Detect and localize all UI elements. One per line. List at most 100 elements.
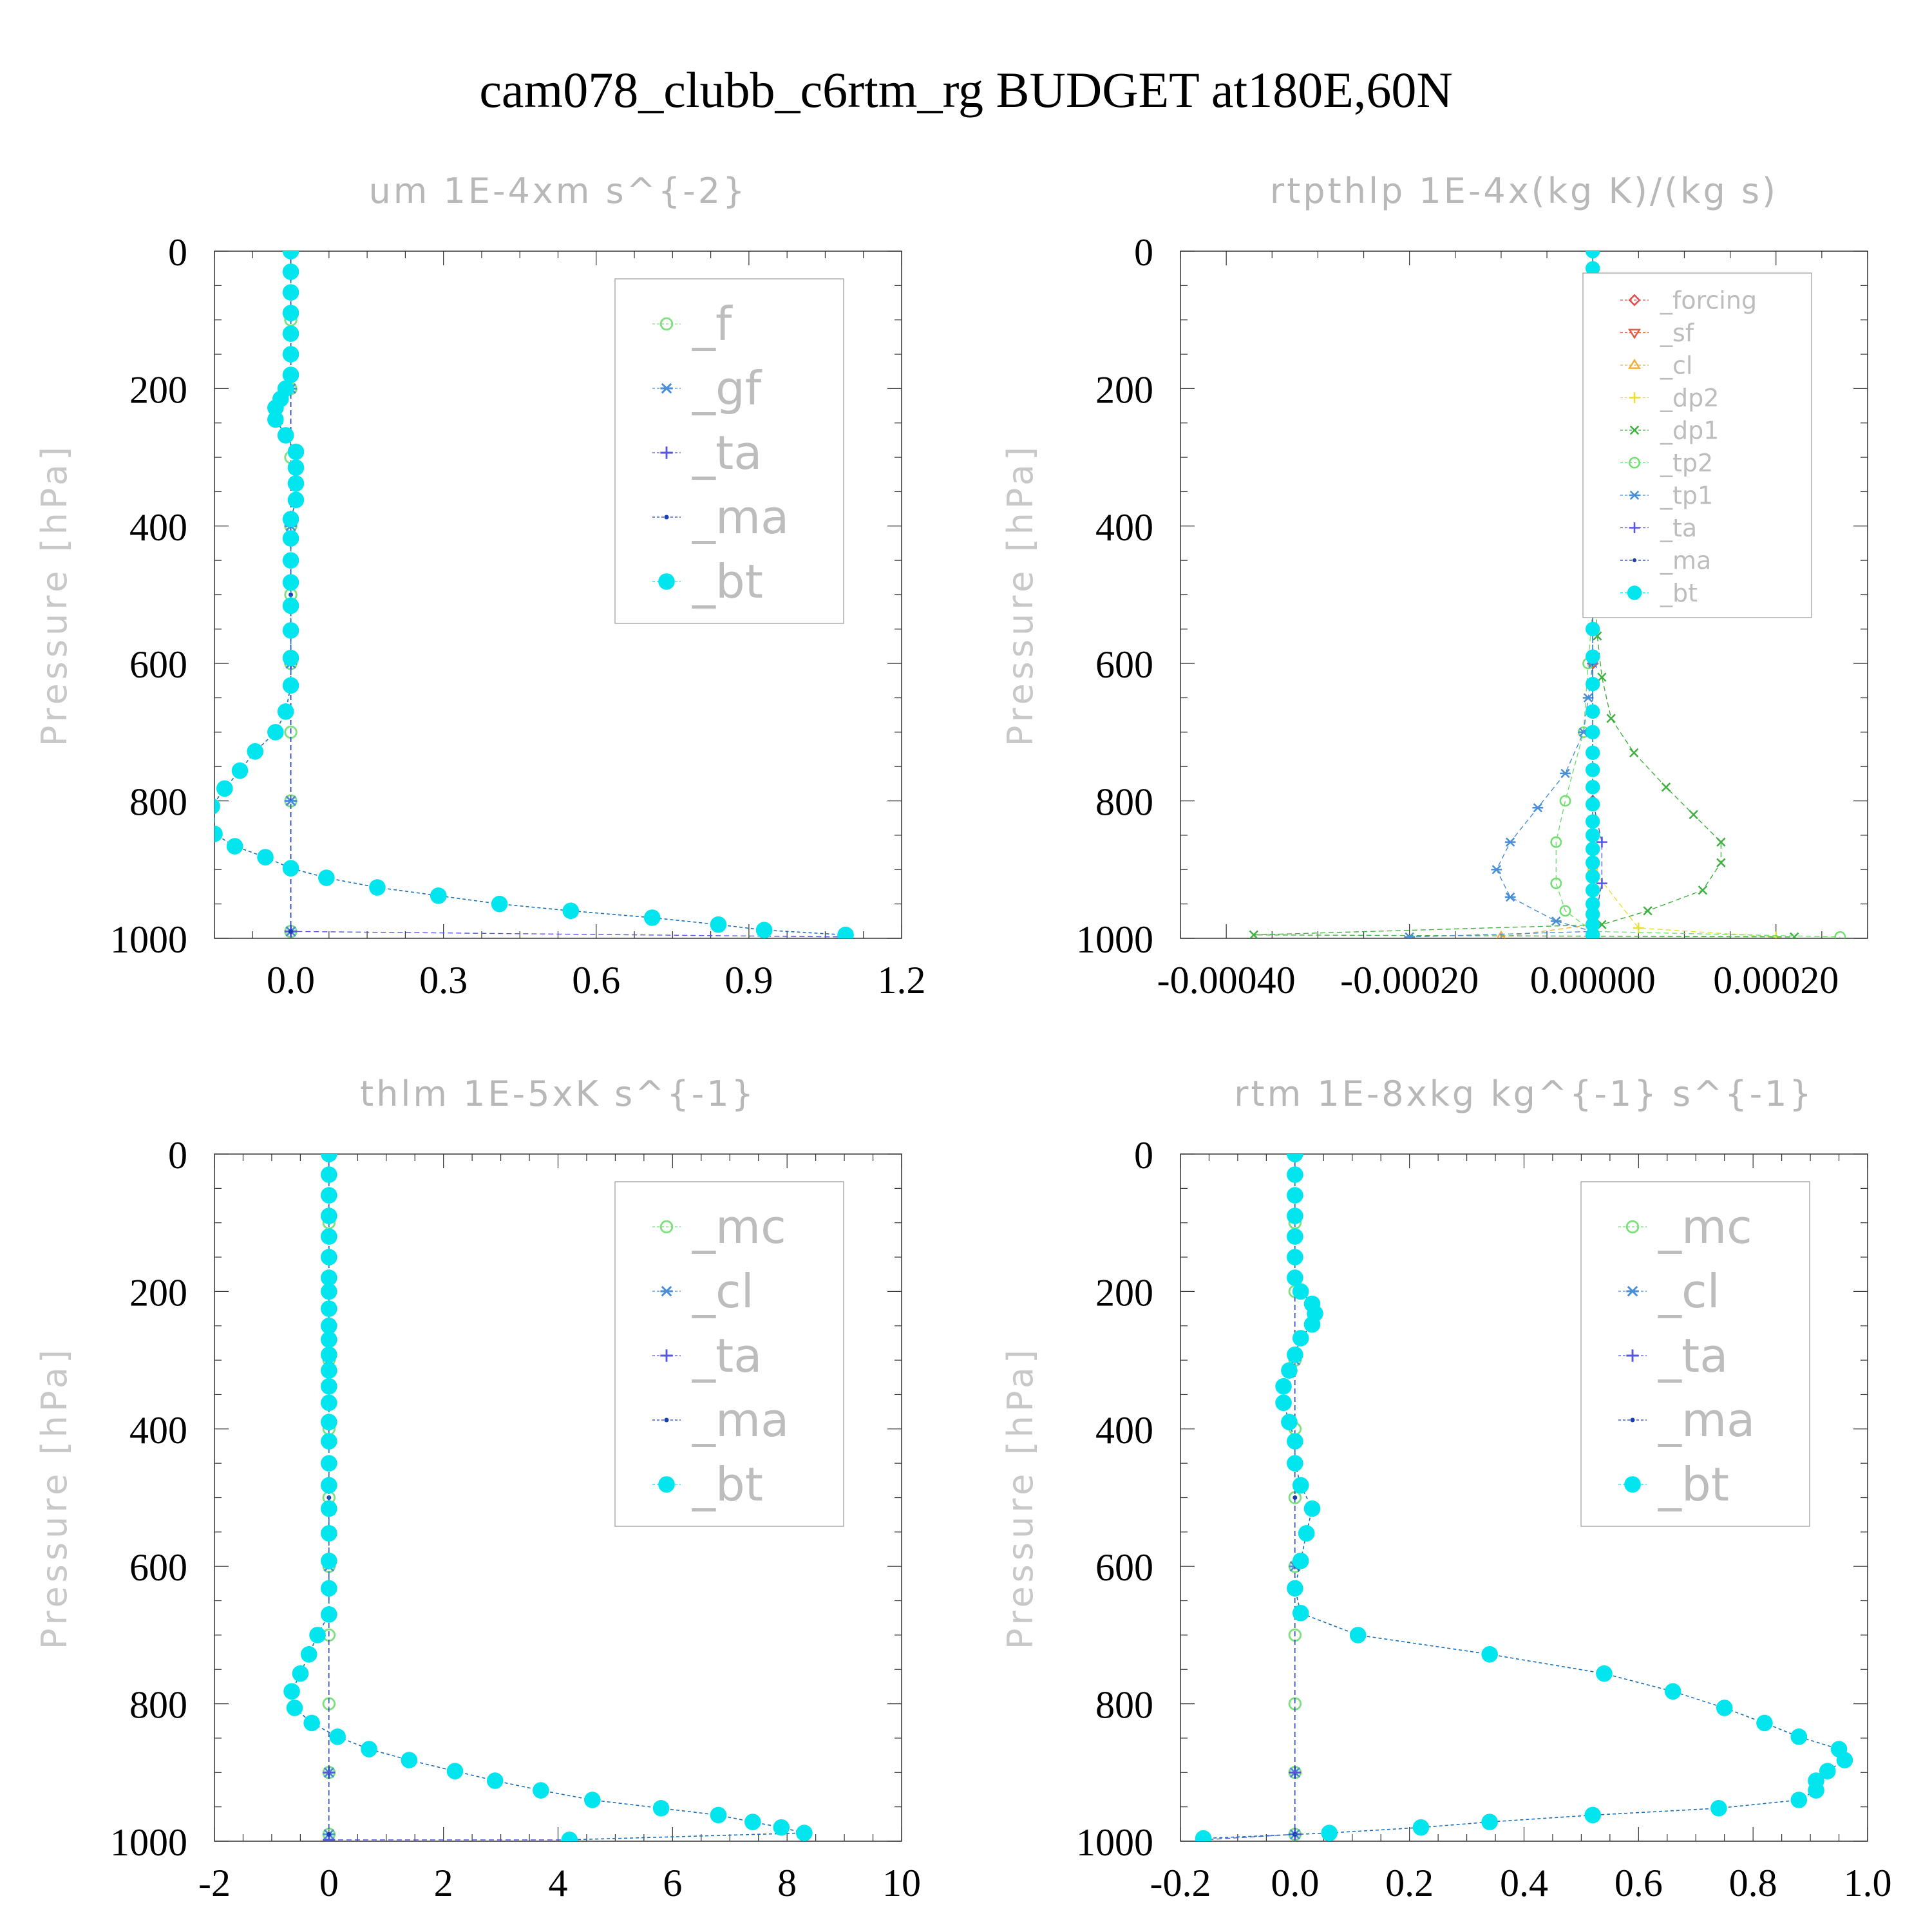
data-point xyxy=(710,916,727,933)
data-point xyxy=(1808,1782,1824,1799)
data-point xyxy=(282,366,299,383)
x-tick-label: 0.4 xyxy=(1500,1862,1548,1904)
data-point xyxy=(277,703,294,720)
data-point xyxy=(321,1346,337,1363)
y-tick-label: 600 xyxy=(1095,1546,1153,1589)
y-axis-label: Pressure [hPa] xyxy=(34,1346,75,1649)
data-point xyxy=(561,1832,578,1841)
y-tick-label: 0 xyxy=(168,1134,187,1177)
legend-marker xyxy=(660,1349,673,1362)
y-tick-label: 400 xyxy=(129,506,187,549)
data-point xyxy=(1836,1752,1853,1768)
data-point xyxy=(1629,748,1639,758)
y-tick-label: 1000 xyxy=(1076,1821,1153,1864)
chart-title: thlm 1E-5xK s^{-1} xyxy=(360,1074,756,1114)
chart-title: rtm 1E-8xkg kg^{-1} s^{-1} xyxy=(1234,1074,1814,1114)
data-point xyxy=(321,1414,337,1430)
x-tick-label: 8 xyxy=(777,1862,797,1904)
data-point xyxy=(755,922,773,938)
data-point xyxy=(1789,932,1799,938)
data-point xyxy=(1633,922,1644,934)
y-tick-label: 0 xyxy=(1134,231,1153,274)
data-point xyxy=(1292,1552,1309,1569)
data-point xyxy=(643,909,661,926)
data-point xyxy=(1586,251,1600,259)
data-point xyxy=(1586,917,1600,932)
data-point xyxy=(1195,1830,1212,1841)
y-axis-label: Pressure [hPa] xyxy=(1000,1346,1041,1649)
data-point xyxy=(321,1552,337,1569)
legend-label: _f xyxy=(692,297,733,351)
data-point xyxy=(491,895,508,913)
x-tick-label: 0.0 xyxy=(267,959,315,1001)
series-line xyxy=(1592,251,1603,932)
data-point xyxy=(1834,931,1846,938)
data-point xyxy=(1698,886,1708,895)
data-point xyxy=(1710,1799,1727,1817)
x-tick-label: 1.2 xyxy=(878,959,926,1001)
data-point xyxy=(321,1500,337,1517)
y-tick-label: 1000 xyxy=(1076,918,1153,961)
x-tick-label: 0.00000 xyxy=(1530,959,1656,1001)
y-tick-label: 400 xyxy=(129,1409,187,1452)
legend-label: _cl xyxy=(1658,1264,1720,1318)
legend-marker xyxy=(664,515,669,520)
data-point xyxy=(1790,1792,1808,1808)
legend-label: _ma xyxy=(692,490,789,544)
legend-marker xyxy=(1628,358,1641,369)
data-point xyxy=(1586,814,1600,829)
y-ticks xyxy=(1180,1153,1868,1842)
data-point xyxy=(1790,1728,1808,1745)
legend-marker xyxy=(1626,1285,1639,1297)
data-point xyxy=(292,1665,309,1682)
data-point xyxy=(1586,677,1600,692)
data-point xyxy=(1287,1228,1303,1245)
x-tick-label: 1.0 xyxy=(1844,1862,1892,1904)
data-point xyxy=(1586,780,1600,795)
data-point xyxy=(1586,907,1600,922)
data-point xyxy=(1287,1208,1303,1224)
legend-marker xyxy=(1625,1220,1640,1234)
data-point xyxy=(652,1799,670,1817)
data-point xyxy=(321,1187,337,1204)
y-tick-label: 1000 xyxy=(110,918,187,961)
data-point xyxy=(283,1683,300,1700)
legend-marker xyxy=(659,1220,674,1234)
legend-marker xyxy=(664,1417,669,1423)
legend-label: _ta xyxy=(1660,514,1697,542)
data-point xyxy=(321,1208,337,1224)
data-point xyxy=(321,1477,337,1494)
data-point xyxy=(1586,762,1600,777)
legend-label: _cl xyxy=(692,1264,754,1318)
data-point xyxy=(282,251,299,260)
data-point xyxy=(282,346,299,363)
data-point xyxy=(287,459,305,476)
legend-label: _dp2 xyxy=(1660,384,1719,412)
y-tick-label: 200 xyxy=(129,368,187,411)
data-point xyxy=(1249,930,1259,938)
legend: _mc _cl _ta _ma _bt xyxy=(1580,1181,1810,1527)
data-point xyxy=(1664,1683,1681,1700)
legend: _f _gf _ta _ma _bt xyxy=(614,278,844,624)
series-line xyxy=(1203,1154,1296,1841)
data-point xyxy=(1586,883,1600,898)
data-point xyxy=(282,530,299,547)
data-point xyxy=(1643,906,1653,916)
data-point xyxy=(1287,1580,1303,1597)
x-tick-label: 0.8 xyxy=(1729,1862,1777,1904)
data-point xyxy=(327,1832,332,1837)
series-layer xyxy=(1195,1154,1853,1841)
data-point xyxy=(1819,1763,1836,1779)
legend: _forcing _sf _cl _dp2 _dp1 _tp2 _tp1 _ta _ma _bt xyxy=(1582,272,1812,618)
legend-label: _ma xyxy=(1660,546,1711,574)
data-point xyxy=(257,849,274,866)
data-point xyxy=(321,1283,337,1300)
data-point xyxy=(1504,892,1516,902)
data-point xyxy=(1606,714,1616,723)
legend-marker xyxy=(660,446,673,459)
legend-marker xyxy=(658,573,675,590)
data-point xyxy=(226,838,243,855)
chart-panel: um 1E-4xm s^{-2} Pressure [hPa] 0 200 400 600… xyxy=(34,171,926,1001)
y-tick-label: 200 xyxy=(1095,1271,1153,1314)
data-point xyxy=(282,284,299,301)
